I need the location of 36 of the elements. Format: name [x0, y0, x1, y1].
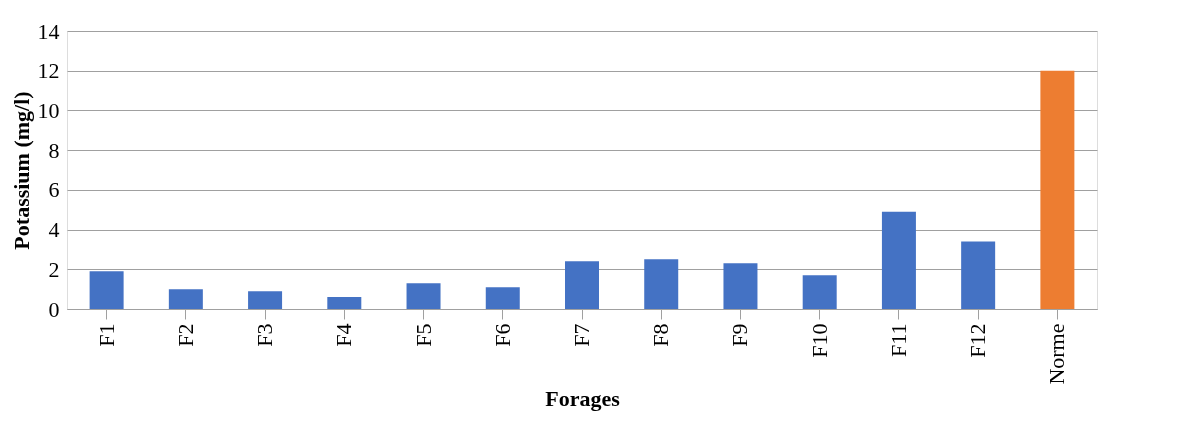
y-tick-label: 12	[37, 58, 60, 84]
bar	[565, 261, 599, 309]
bar	[327, 297, 362, 309]
x-tick-label: F2	[172, 323, 198, 347]
y-tick-label: 6	[48, 177, 60, 203]
y-tick-label: 10	[37, 97, 60, 123]
x-tick-label: F4	[331, 323, 357, 347]
x-axis-title: Forages	[545, 385, 621, 411]
bar	[406, 283, 441, 309]
x-tick-label: F11	[885, 323, 911, 357]
x-tick-label: F1	[93, 323, 119, 347]
x-tick-label: F12	[965, 323, 991, 358]
x-tick-label: F5	[410, 323, 436, 347]
bar	[485, 287, 520, 309]
bar	[802, 275, 837, 309]
x-tick-label: F6	[489, 323, 515, 347]
bar	[168, 289, 203, 309]
bar	[723, 263, 758, 309]
x-tick-label: F8	[648, 323, 674, 347]
bar	[881, 211, 916, 309]
y-tick-label: 8	[48, 137, 60, 163]
y-tick-label: 0	[48, 296, 60, 322]
x-tick-label: F7	[569, 323, 594, 347]
x-tick-label: Norme	[1044, 323, 1070, 385]
y-axis-title: Potassium (mg/l)	[8, 91, 34, 250]
bar	[1040, 70, 1075, 309]
y-tick-label: 14	[37, 18, 60, 44]
x-tick-label: F9	[727, 323, 753, 347]
bar	[89, 271, 124, 309]
bar	[644, 259, 679, 309]
x-tick-label: F10	[806, 323, 832, 358]
bar	[961, 241, 996, 309]
bar	[248, 291, 283, 309]
x-tick-label: F3	[252, 323, 278, 347]
y-tick-label: 2	[48, 256, 60, 282]
y-tick-label: 4	[48, 217, 60, 243]
